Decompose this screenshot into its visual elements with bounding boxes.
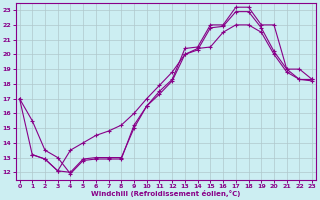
X-axis label: Windchill (Refroidissement éolien,°C): Windchill (Refroidissement éolien,°C): [91, 190, 241, 197]
